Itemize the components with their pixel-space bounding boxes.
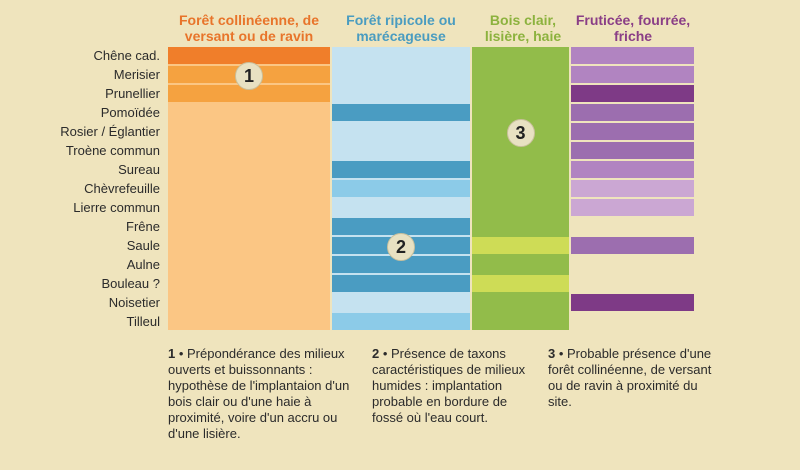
row-label: Saule xyxy=(126,238,160,253)
row-label: Chèvrefeuille xyxy=(84,181,160,196)
cell-coll xyxy=(168,161,330,178)
cell-frut xyxy=(571,294,694,311)
row-label: Rosier / Églantier xyxy=(60,124,160,139)
cell-coll xyxy=(168,104,330,121)
cell-coll xyxy=(168,218,330,235)
cell-bois xyxy=(472,313,569,330)
cell-frut xyxy=(571,199,694,216)
cell-bois xyxy=(472,199,569,216)
cell-coll xyxy=(168,180,330,197)
column-header-open-wood: Bois clair, lisière, haie xyxy=(484,12,562,44)
cell-frut xyxy=(571,104,694,121)
cell-bois xyxy=(472,47,569,64)
cell-bois xyxy=(472,218,569,235)
cell-rip xyxy=(332,66,470,83)
cell-bois xyxy=(472,237,569,254)
cell-coll xyxy=(168,47,330,64)
column-header-scrubland: Fruticée, fourrée, friche xyxy=(575,12,691,44)
row-label: Aulne xyxy=(126,257,160,272)
cell-coll xyxy=(168,313,330,330)
row-label: Noisetier xyxy=(108,295,160,310)
cell-rip xyxy=(332,85,470,102)
note-3-text: • Probable présence d'une forêt collinée… xyxy=(548,346,712,409)
row-label: Bouleau ? xyxy=(101,276,160,291)
cell-bois xyxy=(472,142,569,159)
cell-rip xyxy=(332,218,470,235)
cell-bois xyxy=(472,85,569,102)
cell-bois xyxy=(472,104,569,121)
cell-frut xyxy=(571,237,694,254)
note-2: 2 • Présence de taxons caractéristiques … xyxy=(372,346,532,426)
cell-coll xyxy=(168,85,330,102)
cell-coll xyxy=(168,256,330,273)
column-header-riparian-forest: Forêt ripicole ou marécageuse xyxy=(346,12,456,44)
cell-rip xyxy=(332,313,470,330)
cell-coll xyxy=(168,123,330,140)
cell-bois xyxy=(472,294,569,311)
cell-frut xyxy=(571,47,694,64)
note-1: 1 • Prépondérance des milieux ouverts et… xyxy=(168,346,358,442)
row-label: Troène commun xyxy=(65,143,160,158)
note-3-number: 3 xyxy=(548,346,556,361)
cell-frut xyxy=(571,180,694,197)
cell-coll xyxy=(168,294,330,311)
cell-frut xyxy=(571,123,694,140)
cell-coll xyxy=(168,237,330,254)
cell-bois xyxy=(472,275,569,292)
cell-frut xyxy=(571,142,694,159)
row-label: Pomoïdée xyxy=(100,105,160,120)
note-3: 3 • Probable présence d'une forêt collin… xyxy=(548,346,713,410)
cell-frut xyxy=(571,161,694,178)
row-label: Tilleul xyxy=(126,314,160,329)
marker-3: 3 xyxy=(506,118,535,147)
note-2-text: • Présence de taxons caractéristiques de… xyxy=(372,346,526,425)
cell-rip xyxy=(332,256,470,273)
row-label: Merisier xyxy=(113,67,160,82)
note-1-number: 1 xyxy=(168,346,176,361)
row-label: Sureau xyxy=(118,162,160,177)
column-header-forest-hill: Forêt collinéenne, de versant ou de ravi… xyxy=(178,12,320,44)
marker-1: 1 xyxy=(235,61,263,90)
cell-frut xyxy=(571,66,694,83)
cell-bois xyxy=(472,66,569,83)
cell-bois xyxy=(472,180,569,197)
row-label: Prunellier xyxy=(105,86,160,101)
marker-2: 2 xyxy=(387,232,415,261)
cell-coll xyxy=(168,199,330,216)
cell-rip xyxy=(332,47,470,64)
cell-coll xyxy=(168,275,330,292)
cell-rip xyxy=(332,275,470,292)
cell-rip xyxy=(332,104,470,121)
cell-rip xyxy=(332,161,470,178)
row-label: Chêne cad. xyxy=(93,48,161,63)
cell-coll xyxy=(168,142,330,159)
row-label: Frêne xyxy=(126,219,160,234)
note-1-text: • Prépondérance des milieux ouverts et b… xyxy=(168,346,350,441)
cell-frut xyxy=(571,85,694,102)
cell-bois xyxy=(472,161,569,178)
note-2-number: 2 xyxy=(372,346,380,361)
cell-rip xyxy=(332,180,470,197)
row-label: Lierre commun xyxy=(73,200,160,215)
